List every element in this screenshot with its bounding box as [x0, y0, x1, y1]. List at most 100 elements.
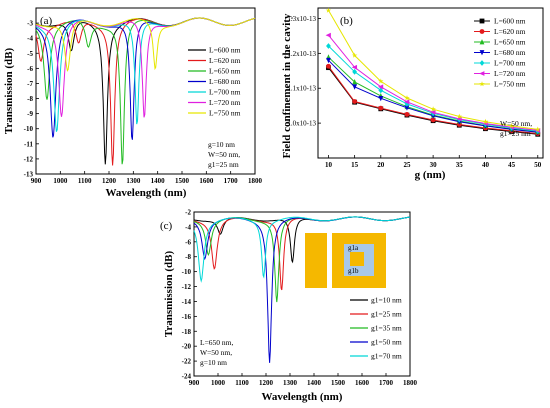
x-tick-label: 1600 — [355, 379, 370, 387]
panel-a-legend: L=600 nmL=620 nm L=650 nmL=680 nm L=700 nm… — [188, 46, 241, 118]
data-point — [378, 87, 384, 94]
data-point — [479, 18, 485, 24]
y-tick-label: -16 — [182, 313, 192, 321]
panel-b-annotation: W=50 nm, g1=25 nm — [500, 119, 532, 138]
inset-inner-block — [350, 252, 364, 266]
data-point — [378, 78, 384, 84]
data-point — [404, 95, 410, 101]
panel-a-annotation: g=10 nm W=50 nm, g1=25 nm — [208, 140, 240, 169]
y-tick-label: 1.0x10-13 — [287, 120, 316, 128]
inset-gap-label-b: g1b — [348, 267, 359, 275]
panel-b-series — [325, 7, 541, 137]
x-tick-label: 50 — [534, 161, 542, 169]
data-point — [351, 64, 358, 70]
panel-a-transmission-vs-wavelength: (a) -3 -4 -5 -6 -7 -8 -9 -10 -11 -12 -13 900 1000 11… — [3, 7, 263, 199]
panel-c-inset-schematic: g1a g1b — [305, 233, 386, 288]
data-point — [378, 105, 384, 111]
legend-entry: g1=35 nm — [371, 324, 402, 333]
y-tick-label: 1.1x10-13 — [287, 85, 316, 93]
data-point — [404, 99, 410, 105]
panel-c-transmission-vs-wavelength: (c) -2 -4 -6 -8 -10 -12 -14 -16 -18 -20 -22 -24 900… — [160, 209, 418, 404]
panel-c-x-axis-label: Wavelength (nm) — [262, 391, 343, 403]
panel-a-series — [35, 17, 256, 166]
x-tick-label: 1100 — [235, 379, 249, 387]
legend-entry: L=750 nm — [209, 109, 241, 118]
x-tick-label: 1400 — [307, 379, 322, 387]
panel-b-x-axis-label: g (nm) — [415, 169, 446, 181]
panel-b-y-axis-label: Field confinement in the cavity — [281, 13, 293, 158]
x-tick-label: 1500 — [331, 379, 346, 387]
y-tick-label: -4 — [185, 223, 191, 231]
legend-entry: g1=25 nm — [371, 310, 402, 319]
legend-entry: L=700 nm — [209, 88, 241, 97]
panel-b-y-ticks: 1.0x10-13 1.1x10-13 1.2x10-13 1.3x10-13 — [287, 15, 321, 128]
x-tick-label: 40 — [482, 161, 490, 169]
y-tick-label: -22 — [182, 358, 192, 366]
panel-b-legend: L=600 nmL=620 nm L=650 nmL=680 nm L=700 nm… — [474, 17, 526, 89]
panel-b-label: (b) — [340, 15, 353, 27]
x-tick-label: 1700 — [379, 379, 394, 387]
x-tick-label: 20 — [377, 161, 385, 169]
panel-a-label: (a) — [40, 15, 53, 27]
panel-c-y-ticks: -2 -4 -6 -8 -10 -12 -14 -16 -18 -20 -22 -24 — [182, 209, 197, 381]
y-tick-label: -5 — [27, 50, 33, 58]
x-tick-label: 15 — [351, 161, 359, 169]
y-tick-label: -10 — [182, 268, 192, 276]
panel-b-annotation-line: g1=25 nm — [500, 129, 531, 138]
data-point — [325, 32, 331, 38]
data-point — [404, 101, 410, 107]
data-point — [508, 123, 515, 129]
legend-entry: L=600 nm — [209, 46, 241, 55]
data-point — [479, 71, 485, 76]
x-tick-label: 30 — [430, 161, 438, 169]
panel-c-annotation-line: W=50 nm, — [200, 348, 232, 357]
x-tick-label: 1300 — [126, 177, 141, 185]
legend-entry: L=720 nm — [494, 69, 526, 78]
data-point — [326, 43, 331, 49]
panel-c-legend: g1=10 nm g1=25 nm g1=35 nm g1=50 nm g1=70 nm — [350, 296, 402, 361]
y-tick-label: -9 — [27, 110, 33, 118]
panel-c-y-axis-label: Transmission (dB) — [163, 251, 175, 338]
x-tick-label: 1500 — [175, 177, 190, 185]
y-tick-label: -14 — [182, 298, 192, 306]
panel-a-x-ticks: 900 1000 1100 1200 1300 1400 1500 1600 1700 1800 — [31, 171, 263, 185]
data-point — [326, 57, 331, 64]
data-point — [326, 63, 331, 69]
data-point — [351, 52, 358, 58]
data-point — [352, 99, 358, 104]
x-tick-label: 25 — [403, 161, 411, 169]
legend-entry: L=720 nm — [209, 98, 241, 107]
legend-entry: g1=50 nm — [371, 338, 402, 347]
panel-c-annotation-line: L=650 nm, — [200, 338, 234, 347]
y-tick-label: 1.3x10-13 — [287, 15, 316, 23]
panel-c-annotation: L=650 nm, W=50 nm, g=10 nm — [200, 338, 234, 367]
series-line — [35, 17, 256, 72]
y-tick-label: -18 — [182, 328, 192, 336]
data-point — [456, 113, 462, 119]
panel-c-x-ticks: 900 1000 1100 1200 1300 1400 1500 1600 1700 1800 — [189, 373, 418, 387]
data-point — [404, 105, 410, 111]
x-tick-label: 1000 — [53, 177, 68, 185]
panel-c-plot-frame — [193, 211, 411, 377]
x-tick-label: 1800 — [248, 177, 263, 185]
y-tick-label: -8 — [185, 253, 191, 261]
panel-a-y-ticks: -3 -4 -5 -6 -7 -8 -9 -10 -11 -12 -13 — [24, 20, 39, 179]
legend-entry: L=680 nm — [494, 48, 526, 57]
legend-entry: L=620 nm — [494, 27, 526, 36]
panel-b-field-confinement: (b) 1.0x10-13 1.1x10-13 1.2x10-13 1.3x10-13… — [281, 7, 544, 181]
data-point — [352, 84, 358, 90]
data-point — [352, 68, 358, 75]
y-tick-label: -24 — [182, 373, 192, 381]
x-tick-label: 900 — [189, 379, 200, 387]
y-tick-label: -10 — [24, 125, 34, 133]
legend-entry: L=700 nm — [494, 59, 526, 68]
x-tick-label: 35 — [456, 161, 464, 169]
legend-entry: L=680 nm — [209, 77, 241, 86]
data-point — [352, 79, 358, 85]
x-tick-label: 900 — [31, 177, 42, 185]
panel-a-y-axis-label: Transmission (dB) — [3, 48, 15, 135]
data-point — [479, 39, 485, 45]
panel-b-plot-frame — [317, 7, 544, 159]
data-point — [482, 118, 489, 125]
panel-c-series — [193, 216, 411, 363]
